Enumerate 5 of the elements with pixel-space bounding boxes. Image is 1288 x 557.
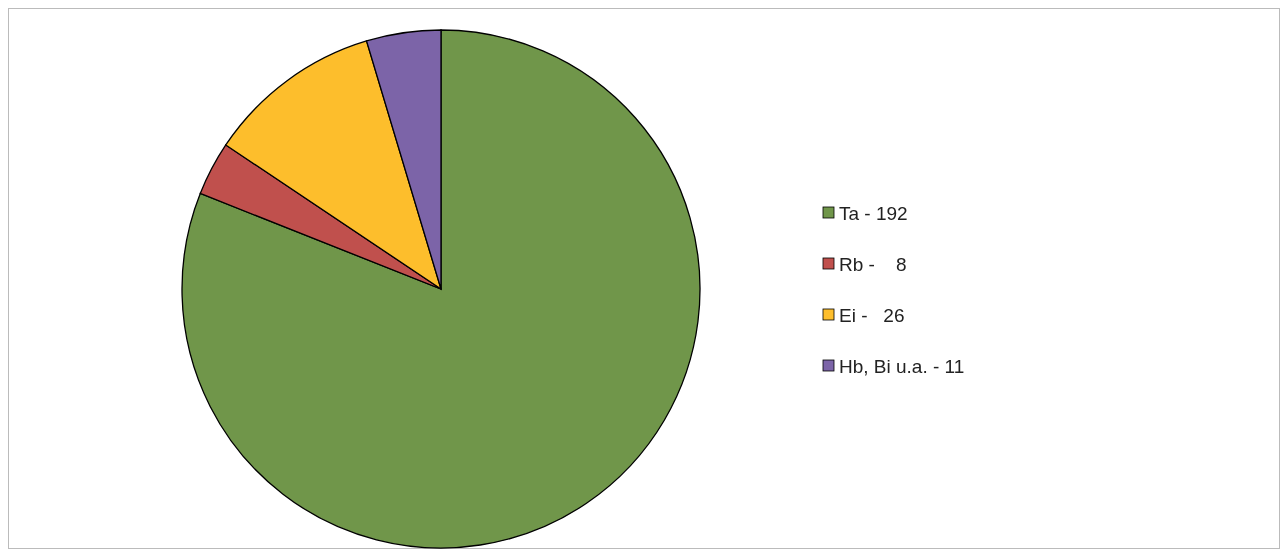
legend-label: Rb - 8 — [839, 253, 907, 275]
legend-label: Ta - 192 — [839, 202, 908, 224]
legend-label: Ei - 26 — [839, 304, 905, 326]
legend-label: Hb, Bi u.a. - 11 — [839, 355, 965, 377]
pie-slice — [181, 29, 701, 549]
